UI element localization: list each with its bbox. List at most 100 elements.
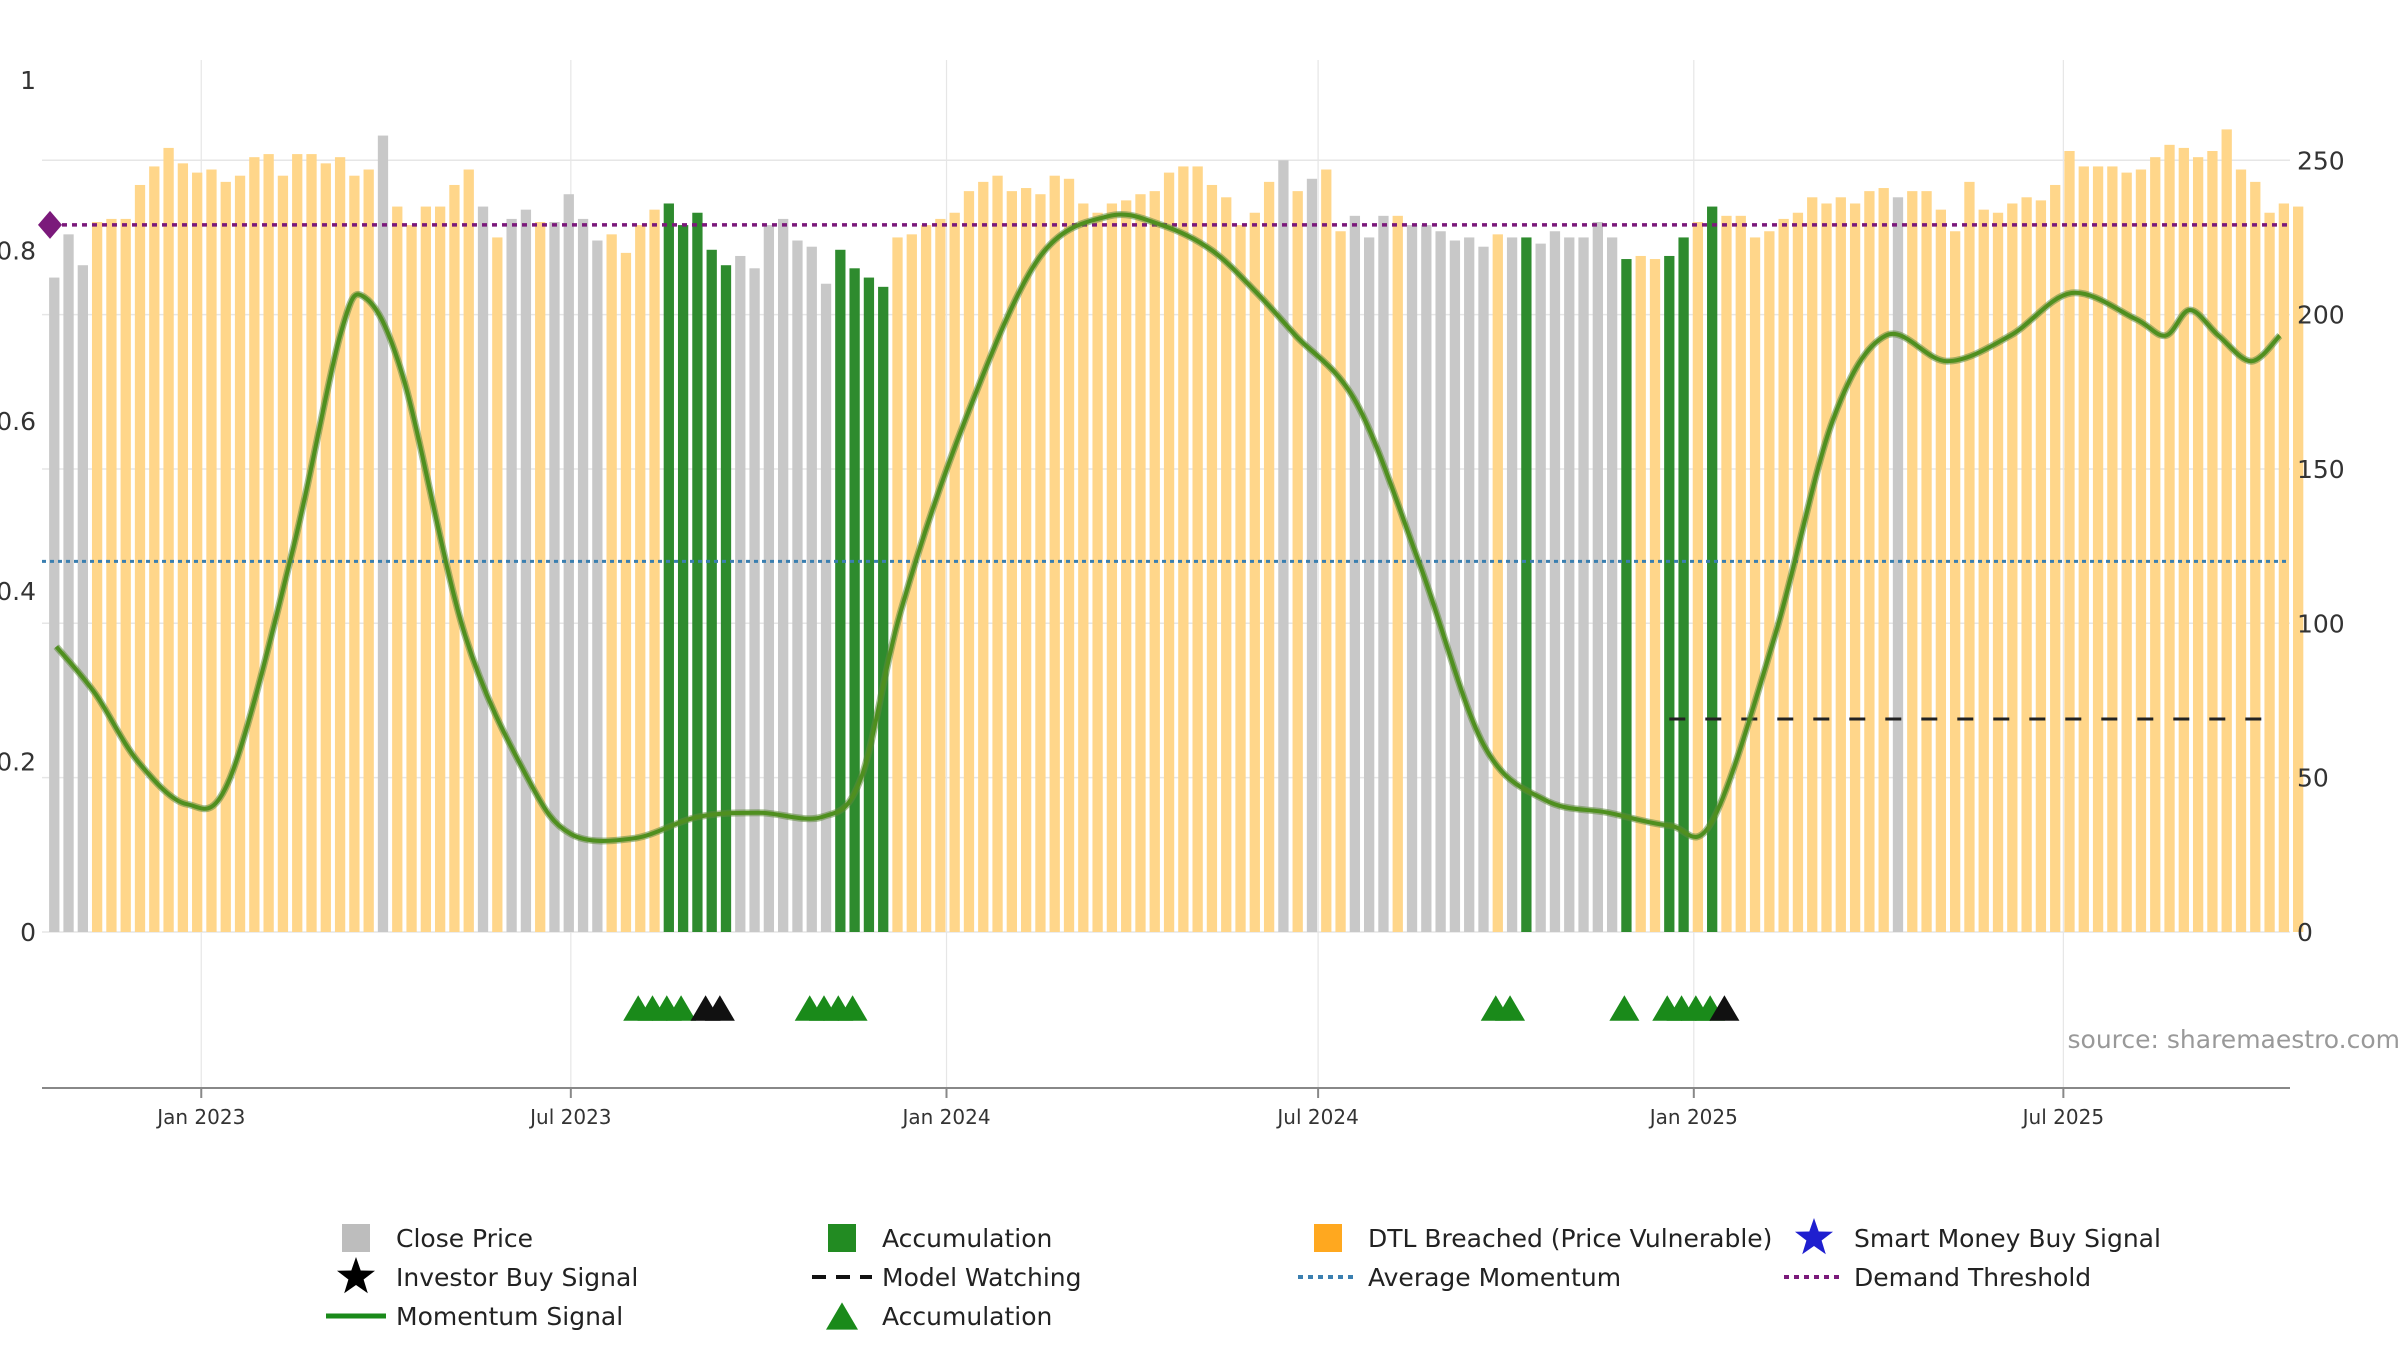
dtl-breached-bar (2221, 129, 2232, 932)
dtl-breached-bar (449, 184, 460, 932)
dtl-breached-bar (1964, 181, 1975, 932)
dtl-breached-bar (1907, 191, 1918, 932)
legend-item: Model Watching (812, 1263, 1082, 1292)
investor-buy-marker (1709, 995, 1740, 1021)
dtl-breached-bar (91, 222, 103, 932)
dtl-breached-bar (1807, 197, 1818, 933)
dtl-breached-bar (1992, 212, 2004, 933)
close-price-bar (1435, 231, 1446, 932)
dtl-breached-bar (892, 237, 903, 932)
close-price-bar (592, 240, 603, 932)
dtl-breached-bar (606, 234, 617, 933)
close-price-bar (1278, 160, 1289, 932)
dtl-breached-bar (106, 218, 117, 932)
close-price-bar (1506, 237, 1518, 932)
dtl-breached-bar (2007, 203, 2018, 933)
dtl-breached-bar (2278, 203, 2290, 933)
dtl-breached-bar (2064, 151, 2075, 932)
dtl-breached-bar (1392, 215, 1403, 932)
close-price-bar (563, 194, 574, 933)
legend-item: Smart Money Buy Signal (1795, 1218, 2161, 1255)
dtl-breached-bar (2135, 169, 2147, 932)
close-price-bar (763, 225, 775, 933)
dtl-breached-bar (149, 166, 160, 932)
legend-label: Model Watching (882, 1263, 1082, 1292)
dtl-breached-bar (920, 225, 932, 933)
legend-item: Investor Buy Signal (337, 1257, 638, 1294)
accumulation-bar (1621, 259, 1632, 932)
accumulation-bar (706, 249, 717, 932)
legend: Close Price Accumulation DTL Breached (Pri… (326, 1218, 2161, 1331)
accumulation-bar (849, 268, 860, 932)
accumulation-bar (1664, 255, 1675, 932)
x-tick-label: Jan 2025 (1648, 1105, 1738, 1129)
dtl-breached-bar (1035, 194, 1046, 933)
dtl-breached-bar (620, 252, 632, 932)
close-price-bar (1464, 237, 1475, 932)
dtl-breached-bar (1192, 166, 1203, 932)
y-right-tick-label: 50 (2297, 764, 2329, 793)
dtl-breached-bar (2192, 157, 2204, 933)
dtl-breached-bar (420, 206, 431, 932)
dtl-breached-bar (1049, 175, 1060, 932)
dtl-breached-bar (1635, 255, 1646, 932)
legend-label: Close Price (396, 1224, 533, 1253)
dtl-breached-bar (1749, 237, 1761, 932)
dtl-breached-bar (435, 206, 446, 932)
dtl-breached-bar (1950, 231, 1961, 932)
legend-item: Average Momentum (1298, 1263, 1621, 1292)
dtl-breached-bar (2107, 166, 2118, 932)
price-bars (49, 129, 2304, 933)
dtl-breached-bar (2021, 197, 2032, 933)
momentum-signal-line (54, 212, 2282, 843)
close-price-bar (1306, 178, 1318, 932)
dtl-breached-bar (2121, 172, 2132, 933)
dtl-breached-bar (1178, 166, 1189, 932)
legend-label: Investor Buy Signal (396, 1263, 638, 1292)
close-price-bar (1364, 237, 1375, 932)
accumulation-bar (720, 265, 732, 933)
dtl-breached-bar (2092, 166, 2104, 932)
dtl-breached-bar (1121, 200, 1132, 932)
close-price-swatch-icon (342, 1224, 370, 1252)
dtl-breached-bar (277, 175, 289, 932)
y-right-tick-label: 0 (2297, 918, 2313, 947)
accumulation-swatch-icon (828, 1224, 856, 1252)
legend-label: Average Momentum (1368, 1263, 1621, 1292)
dtl-breached-bar (535, 222, 546, 932)
close-price-bar (377, 135, 389, 932)
accumulation-bar (835, 249, 846, 932)
close-price-bar (77, 265, 88, 933)
dtl-breached-bar (2235, 169, 2247, 932)
close-price-bar (49, 277, 60, 932)
dtl-breached-bar (1649, 259, 1661, 932)
accumulation-marker (666, 995, 697, 1021)
accumulation-bar (692, 212, 703, 933)
dtl-breached-bar (1249, 212, 1260, 933)
legend-item: Accumulation (826, 1302, 1052, 1331)
legend-label: Momentum Signal (396, 1302, 623, 1331)
dtl-breached-bar (206, 169, 217, 932)
dtl-breached-bar (220, 181, 231, 932)
x-tick-label: Jan 2024 (900, 1105, 990, 1129)
dtl-breached-bar (363, 169, 374, 932)
dtl-breached-bar (1778, 218, 1789, 932)
dtl-breached-bar (1492, 234, 1503, 933)
triangle-icon (826, 1302, 858, 1330)
y-left-tick-label: 0.2 (0, 748, 36, 777)
close-price-bar (806, 246, 817, 932)
dtl-breached-bar (963, 191, 975, 932)
y-left-tick-label: 0.6 (0, 407, 36, 436)
dtl-breached-bar (406, 225, 417, 933)
close-price-bar (778, 218, 789, 932)
dtl-breached-bar (1321, 169, 1332, 932)
accumulation-bar (677, 225, 689, 933)
dtl-breached-bar (1263, 181, 1275, 932)
close-price-bar (735, 255, 746, 932)
dtl-breached-bar (649, 209, 660, 932)
dtl-breached-bar (2035, 200, 2047, 932)
dtl-breached-bar (978, 181, 989, 932)
dtl-breached-bar (2050, 184, 2061, 932)
investor-buy-marker (704, 995, 735, 1021)
